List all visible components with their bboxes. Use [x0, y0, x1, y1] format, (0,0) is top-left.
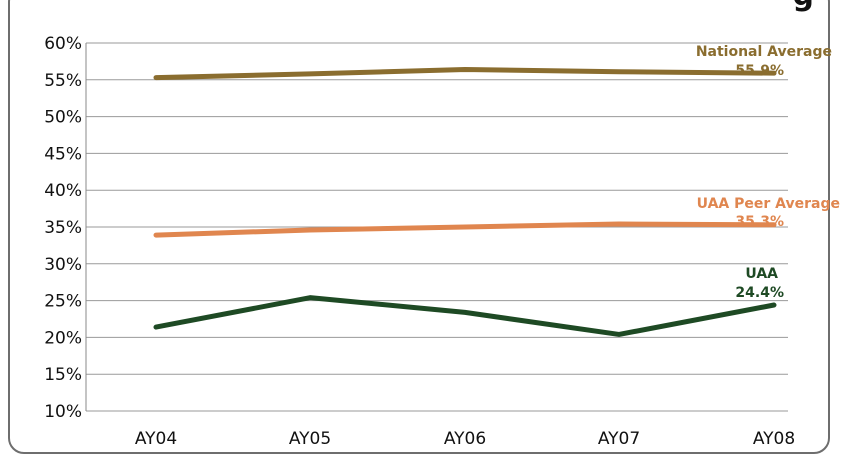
- y-tick-label: 40%: [44, 181, 82, 201]
- y-tick-label: 35%: [44, 218, 82, 238]
- series-value-label: 24.4%: [735, 285, 784, 301]
- series-name-label: UAA: [745, 266, 778, 282]
- x-tick-label: AY07: [598, 429, 640, 449]
- x-tick-label: AY05: [289, 429, 331, 449]
- series-value-label: 35.3%: [735, 214, 784, 230]
- series-line: [153, 221, 777, 238]
- y-tick-label: 60%: [44, 34, 82, 54]
- x-tick-label: AY04: [135, 429, 177, 449]
- series-name-label: National Average: [696, 44, 832, 60]
- y-tick-label: 25%: [44, 292, 82, 312]
- series-lines: [153, 66, 777, 337]
- y-axis: 10% 15% 20% 25% 30% 35% 40% 45% 50% 55% 60%: [44, 34, 87, 422]
- y-tick-label: 10%: [44, 402, 82, 422]
- series-value-label: 55.9%: [735, 63, 784, 79]
- chart-title-fragment: g: [793, 0, 814, 13]
- y-tick-label: 20%: [44, 328, 82, 348]
- series-line: [153, 66, 777, 81]
- series-labels: National Average 55.9% UAA Peer Average 35.…: [696, 44, 840, 301]
- series-name-label: UAA Peer Average: [697, 196, 840, 212]
- chart-frame: [8, 0, 830, 454]
- y-tick-label: 55%: [44, 71, 82, 91]
- series-line: [153, 295, 777, 337]
- x-tick-label: AY06: [444, 429, 486, 449]
- grid-lines: [86, 42, 788, 412]
- x-tick-label: AY08: [753, 429, 795, 449]
- y-tick-label: 30%: [44, 255, 82, 275]
- y-tick-label: 15%: [44, 365, 82, 385]
- y-tick-label: 45%: [44, 144, 82, 164]
- y-tick-label: 50%: [44, 108, 82, 128]
- x-axis: AY04 AY05 AY06 AY07 AY08: [135, 429, 795, 449]
